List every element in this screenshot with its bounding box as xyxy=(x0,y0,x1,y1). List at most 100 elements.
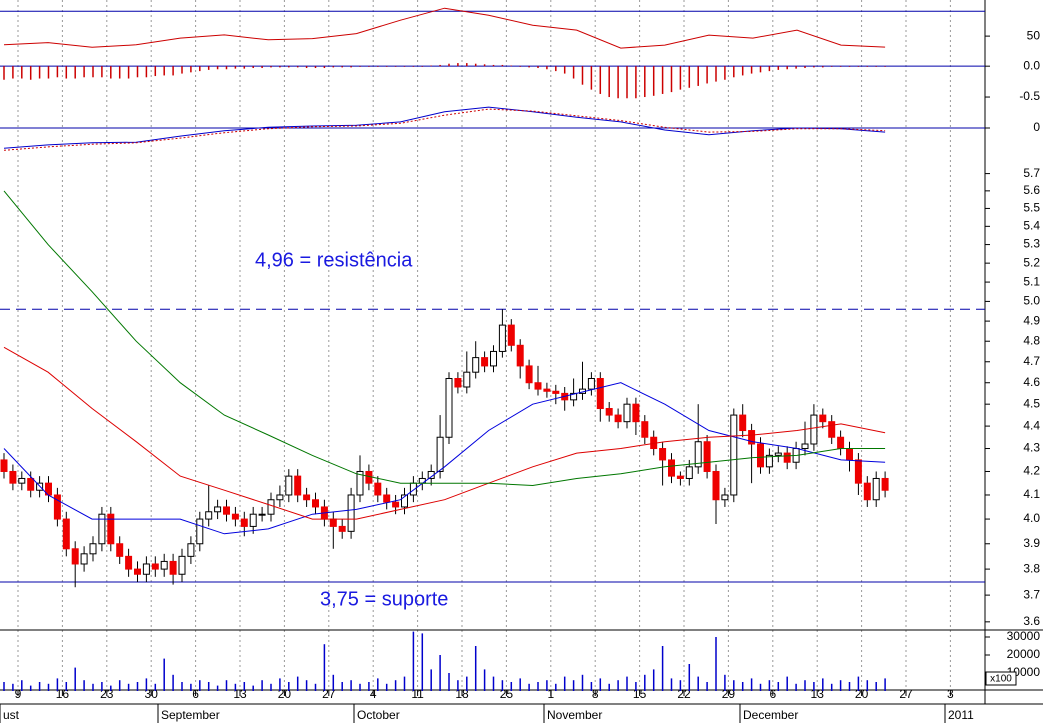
bar xyxy=(563,676,566,691)
bar xyxy=(546,680,548,691)
bar xyxy=(492,676,495,691)
x-tick-label: 4 xyxy=(370,687,377,701)
bar xyxy=(21,680,23,691)
bar xyxy=(652,669,655,691)
bar xyxy=(412,631,415,691)
bar xyxy=(145,678,148,691)
bar xyxy=(136,682,139,691)
bar xyxy=(234,66,237,69)
bar xyxy=(243,66,246,69)
bar xyxy=(635,66,637,99)
bar xyxy=(599,66,602,94)
bar xyxy=(296,676,299,691)
bar xyxy=(296,66,299,68)
bar xyxy=(261,680,263,691)
candle-body xyxy=(62,518,70,550)
bar xyxy=(679,680,682,691)
bar xyxy=(555,66,557,72)
candle-body xyxy=(730,414,738,496)
candle-body xyxy=(160,560,168,570)
candle-body xyxy=(872,477,880,501)
candle-body xyxy=(632,403,640,423)
bar xyxy=(3,66,5,80)
candle-body xyxy=(240,518,248,527)
candle-body xyxy=(757,443,764,468)
bar xyxy=(822,678,824,691)
candle-body xyxy=(863,482,871,501)
bar xyxy=(74,667,76,691)
candle-body xyxy=(668,459,675,477)
bar xyxy=(368,66,370,67)
bar xyxy=(243,682,246,691)
bar xyxy=(644,674,646,691)
bar xyxy=(305,66,308,69)
candle-body xyxy=(231,513,239,520)
candle-body xyxy=(401,494,408,508)
candle-body xyxy=(516,344,524,367)
candle-body xyxy=(169,560,177,575)
bar xyxy=(706,66,708,84)
bar xyxy=(118,680,121,691)
bar xyxy=(590,682,593,691)
candle-body xyxy=(107,513,115,545)
bar xyxy=(537,682,539,691)
bar xyxy=(830,66,833,67)
bar xyxy=(38,682,41,691)
candle-body xyxy=(196,518,204,545)
candle-body xyxy=(98,513,106,545)
bar xyxy=(279,66,281,68)
series-line xyxy=(3,346,886,520)
bar xyxy=(127,683,130,691)
candle-body xyxy=(125,555,133,570)
bar xyxy=(813,66,815,68)
bar xyxy=(617,66,619,99)
bar xyxy=(457,680,459,691)
bar xyxy=(190,66,192,73)
candle-body xyxy=(596,378,604,410)
y-tick-label: -0.5 xyxy=(1019,89,1040,103)
candle-body xyxy=(249,513,257,527)
bar xyxy=(154,683,157,691)
bar xyxy=(225,680,228,691)
bar xyxy=(661,646,664,691)
bar xyxy=(12,683,14,691)
bar xyxy=(510,682,513,691)
bar xyxy=(118,66,121,79)
candle-body xyxy=(685,466,693,479)
y-tick-label: 4.3 xyxy=(1023,441,1040,455)
bar xyxy=(501,64,504,67)
bar xyxy=(56,678,59,691)
y-tick-label: 4.0 xyxy=(1023,511,1040,525)
bar xyxy=(563,66,566,74)
bar xyxy=(830,683,833,691)
bar xyxy=(225,66,228,70)
bar xyxy=(822,66,824,68)
candle-body xyxy=(676,475,684,479)
y-tick-label: 4.9 xyxy=(1023,313,1040,327)
bar xyxy=(644,66,646,98)
series-line xyxy=(3,108,886,151)
candle-body xyxy=(276,494,284,501)
bar xyxy=(163,66,165,76)
x-tick-label: 27 xyxy=(322,687,336,701)
candle-body xyxy=(258,513,266,516)
bar xyxy=(83,66,85,78)
bar xyxy=(403,676,406,691)
bar xyxy=(207,66,210,70)
bar xyxy=(199,66,201,72)
bar xyxy=(572,66,575,79)
candle-body xyxy=(214,506,222,513)
month-label: December xyxy=(743,708,798,722)
candle-body xyxy=(205,511,213,520)
bar xyxy=(252,685,254,691)
candle-body xyxy=(587,378,595,390)
y-tick-label: 4.7 xyxy=(1023,354,1040,368)
candle-body xyxy=(374,482,382,496)
bar xyxy=(528,66,530,68)
bar xyxy=(875,66,877,67)
month-label: ust xyxy=(3,708,20,722)
candle-body xyxy=(285,475,293,496)
candle-body xyxy=(881,477,889,491)
series-line xyxy=(3,190,886,487)
bar xyxy=(341,66,343,68)
